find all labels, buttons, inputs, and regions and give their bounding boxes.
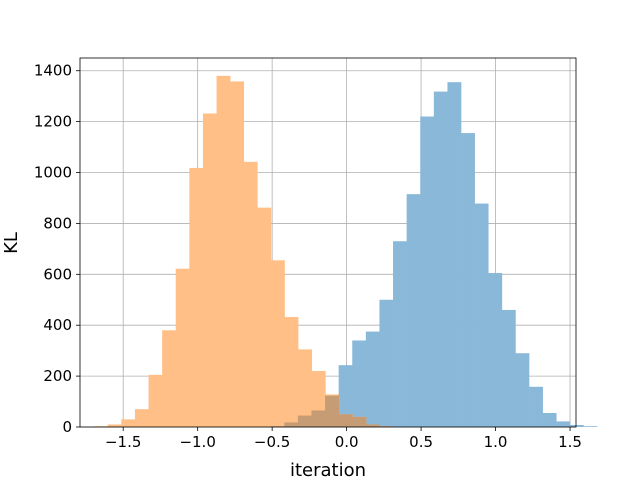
x-axis-label: iteration (290, 460, 366, 480)
histogram-bar (162, 330, 177, 427)
histogram-bar (379, 299, 394, 427)
histogram-bar (107, 424, 122, 427)
histogram-bar (420, 116, 435, 427)
histogram-bar (447, 82, 462, 427)
histogram-bar (121, 419, 136, 427)
x-tick-label: 1.5 (558, 433, 582, 451)
histogram-bar (175, 268, 190, 427)
histogram-bar (202, 113, 217, 428)
histogram-overlap-bar (338, 414, 353, 427)
histogram-overlap-bar (365, 416, 367, 427)
histogram-bar (298, 349, 313, 427)
histogram-bar (243, 161, 258, 427)
y-tick-label: 800 (43, 214, 72, 232)
histogram-bar (216, 75, 231, 428)
histogram-overlap-bar (338, 394, 340, 427)
histogram-bar (230, 81, 245, 427)
y-tick-label: 0 (62, 418, 72, 436)
histogram-bar (542, 413, 557, 427)
histogram-overlap-bar (325, 395, 339, 427)
histogram-bar (569, 424, 584, 427)
histogram-bar (148, 374, 163, 427)
y-tick-label: 200 (43, 367, 72, 385)
x-tick-label: −0.5 (254, 433, 290, 451)
y-axis-ticks: 0 200 400 600 800 1000 1200 1400 (34, 62, 80, 436)
y-tick-label: 1400 (34, 62, 72, 80)
histogram-bar (501, 309, 516, 427)
x-axis-ticks: −1.5 −1.0 −0.5 0.0 0.5 1.0 1.5 (105, 427, 582, 451)
histogram-bar (583, 426, 598, 427)
x-tick-label: 1.0 (484, 433, 508, 451)
histogram-bar (338, 365, 353, 427)
histogram-bar (134, 409, 149, 427)
histogram-overlap-bar (284, 422, 299, 427)
histogram-bar (406, 194, 421, 427)
y-tick-label: 600 (43, 265, 72, 283)
x-tick-label: −1.5 (105, 433, 141, 451)
y-tick-label: 1200 (34, 113, 72, 131)
y-axis-label: KL (1, 232, 22, 254)
histogram-bar (270, 260, 285, 427)
histogram-bar (352, 340, 367, 427)
series-orange-bars (94, 75, 394, 428)
histogram-bar (488, 273, 503, 427)
histogram-bar (365, 331, 380, 427)
histogram-bar (529, 386, 543, 427)
histogram-bar (433, 91, 448, 427)
histogram-bar (257, 207, 272, 427)
histogram-overlap-bar (298, 415, 312, 427)
histogram-bar (474, 203, 489, 427)
plot-frame (79, 57, 577, 428)
x-tick-label: −1.0 (179, 433, 215, 451)
histogram-bar (556, 421, 571, 427)
histogram-overlap-bar (379, 424, 381, 427)
histogram-overlap-bar (366, 424, 380, 427)
histogram-overlap-bar (311, 410, 326, 427)
y-tick-label: 400 (43, 316, 72, 334)
y-tick-label: 1000 (34, 164, 72, 182)
x-tick-label: 0.5 (409, 433, 433, 451)
series-blue-bars (270, 82, 598, 427)
histogram-bar (461, 133, 475, 427)
histogram-bar (515, 353, 530, 427)
histogram-bar (393, 241, 407, 427)
histogram-bar (189, 167, 204, 427)
x-tick-label: 0.0 (335, 433, 359, 451)
histogram-overlap-bar (352, 416, 367, 427)
histogram-bar (284, 317, 299, 427)
